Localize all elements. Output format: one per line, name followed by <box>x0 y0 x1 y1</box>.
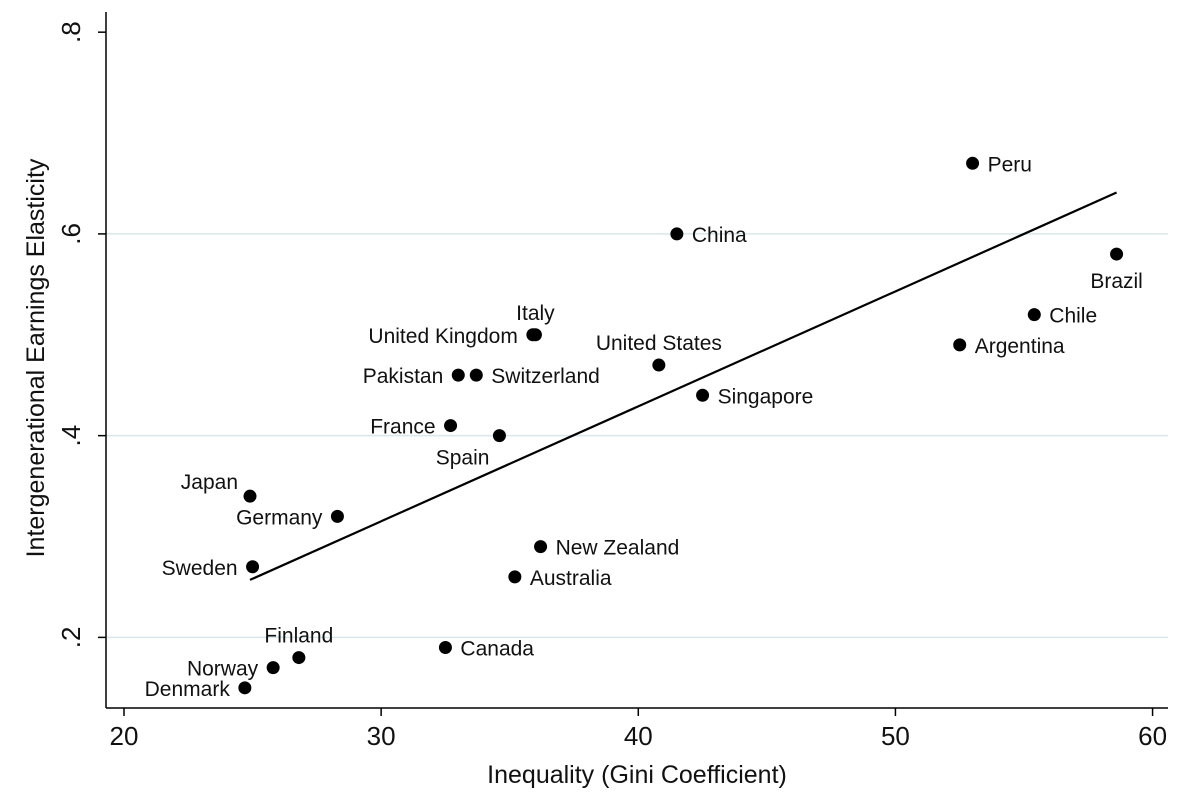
data-point <box>953 338 967 352</box>
point-group: United Kingdom <box>368 325 540 348</box>
point-group: China <box>670 224 747 247</box>
point-label: Norway <box>187 658 259 681</box>
data-point <box>508 570 522 584</box>
point-group: Norway <box>187 658 280 681</box>
data-point <box>696 388 710 402</box>
data-point <box>330 509 344 523</box>
point-group: Peru <box>966 153 1032 176</box>
data-point <box>1027 308 1041 322</box>
point-label: Italy <box>516 302 555 325</box>
y-axis-ticks: .2 .4 .6 .8 <box>56 21 106 648</box>
x-tick-label: 40 <box>624 721 653 751</box>
data-point <box>526 328 540 342</box>
point-group: Denmark <box>145 678 252 701</box>
point-group: Sweden <box>162 557 260 580</box>
point-group: France <box>370 416 458 439</box>
point-group: Australia <box>508 567 612 590</box>
point-label: United Kingdom <box>368 325 517 348</box>
y-tick-label: .4 <box>56 425 86 447</box>
y-axis-title: Intergenerational Earnings Elasticity <box>22 158 50 557</box>
x-tick-label: 20 <box>110 721 139 751</box>
point-group: New Zealand <box>534 537 679 560</box>
data-point <box>966 156 980 170</box>
point-label: France <box>370 416 435 439</box>
y-tick-label: .6 <box>56 223 86 245</box>
point-group: Singapore <box>696 385 813 408</box>
point-group: Canada <box>438 637 534 660</box>
point-label: Japan <box>181 471 238 494</box>
point-label: New Zealand <box>556 537 680 560</box>
point-label: Peru <box>988 153 1032 176</box>
data-point <box>243 489 257 503</box>
point-label: Chile <box>1049 305 1097 328</box>
point-group: Japan <box>181 471 257 503</box>
grid-lines <box>106 233 1168 639</box>
point-label: Canada <box>460 637 534 660</box>
data-point <box>246 560 260 574</box>
point-label: United States <box>596 332 722 355</box>
data-point <box>438 640 452 654</box>
point-label: Spain <box>436 447 490 470</box>
data-points: PeruChinaBrazilChileArgentinaItalyUnited… <box>145 153 1143 701</box>
point-label: Sweden <box>162 557 238 580</box>
data-point <box>238 681 252 695</box>
point-label: Pakistan <box>363 365 444 388</box>
point-label: Finland <box>264 625 333 648</box>
data-point <box>1110 247 1124 261</box>
data-point <box>266 661 280 675</box>
point-group: Spain <box>436 429 506 470</box>
point-label: Denmark <box>145 678 231 701</box>
data-point <box>444 419 458 433</box>
point-group: Pakistan <box>363 365 465 388</box>
point-label: Australia <box>530 567 612 590</box>
point-group: Chile <box>1027 305 1097 328</box>
data-point <box>652 358 666 372</box>
x-tick-label: 30 <box>367 721 396 751</box>
fit-line <box>249 191 1118 581</box>
data-point <box>469 368 483 382</box>
point-label: Argentina <box>975 335 1065 358</box>
data-point <box>534 540 548 554</box>
x-axis-title: Inequality (Gini Coefficient) <box>487 761 787 789</box>
data-point <box>492 429 506 443</box>
data-point <box>451 368 465 382</box>
data-point <box>292 651 306 665</box>
point-group: Finland <box>264 625 333 665</box>
x-axis-ticks: 20 30 40 50 60 <box>110 708 1167 751</box>
data-point <box>670 227 684 241</box>
y-tick-label: .2 <box>56 627 86 649</box>
point-label: Singapore <box>718 385 814 408</box>
point-label: China <box>692 224 747 247</box>
x-tick-label: 60 <box>1138 721 1167 751</box>
x-tick-label: 50 <box>881 721 910 751</box>
point-label: Germany <box>236 506 323 529</box>
point-group: Germany <box>236 506 344 529</box>
point-group: Switzerland <box>469 365 600 388</box>
point-label: Brazil <box>1090 270 1143 293</box>
y-tick-label: .8 <box>56 21 86 43</box>
point-group: United States <box>596 332 722 372</box>
point-label: Switzerland <box>491 365 600 388</box>
point-group: Argentina <box>953 335 1065 358</box>
point-group: Brazil <box>1090 247 1143 293</box>
